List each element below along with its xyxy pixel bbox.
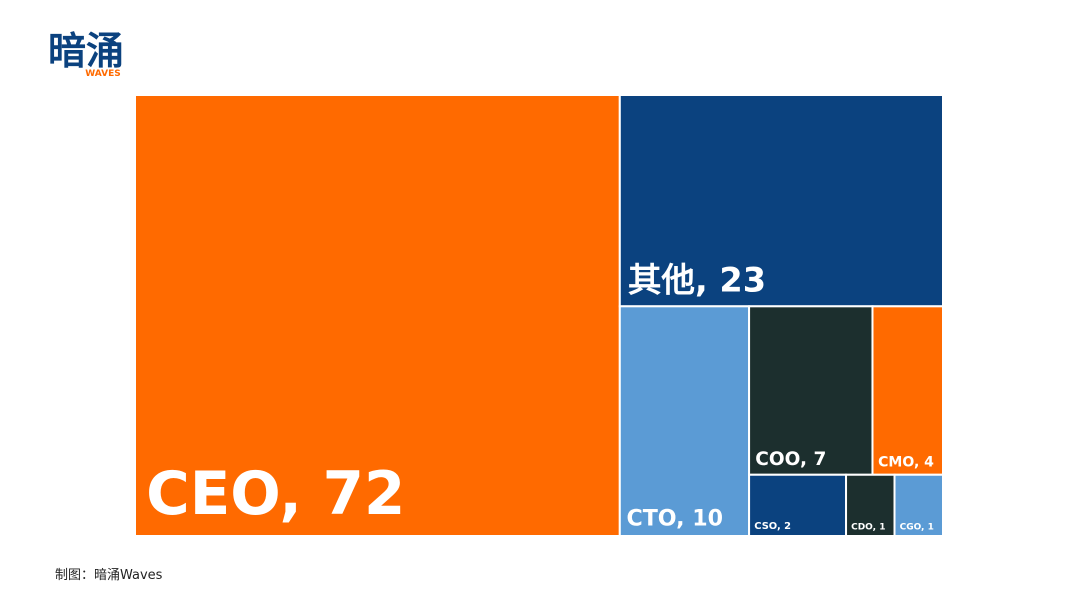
cell-label: CTO, 10 bbox=[626, 505, 723, 531]
brand-logo: 暗涌 bbox=[48, 29, 124, 73]
treemap-cell bbox=[871, 305, 945, 476]
footer: 制图：暗涌Waves bbox=[55, 568, 163, 583]
cell-label: CGO, 1 bbox=[900, 522, 934, 532]
cell-label: CEO, 72 bbox=[146, 460, 405, 529]
cell-label: CMO, 4 bbox=[878, 455, 934, 471]
cell-label: 其他, 23 bbox=[628, 261, 766, 300]
cell-label: COO, 7 bbox=[755, 449, 826, 470]
treemap-cell bbox=[618, 94, 944, 308]
treemap-cell bbox=[893, 473, 945, 537]
cell-label: CSO, 2 bbox=[754, 521, 791, 532]
brand-tag: WAVES bbox=[85, 69, 120, 79]
treemap-cell bbox=[618, 305, 751, 537]
treemap-cell bbox=[845, 473, 896, 537]
cell-label: CDO, 1 bbox=[851, 522, 885, 532]
treemap-cell bbox=[748, 305, 874, 476]
treemap-cell bbox=[134, 94, 621, 537]
